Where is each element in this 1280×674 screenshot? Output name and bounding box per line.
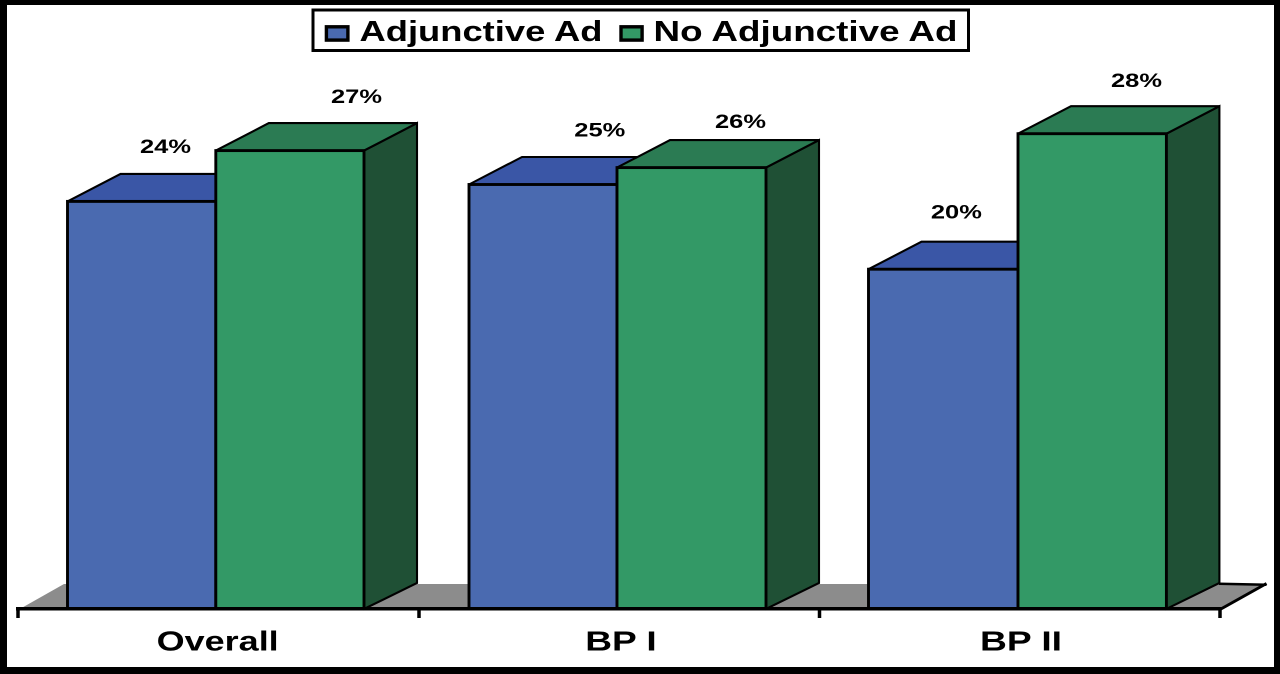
svg-text:Overall: Overall [157,626,279,657]
svg-text:27%: 27% [331,87,382,108]
svg-text:26%: 26% [715,112,766,133]
svg-text:25%: 25% [574,120,625,141]
svg-text:20%: 20% [931,202,982,223]
svg-text:No Adjunctive Ad: No Adjunctive Ad [654,16,958,48]
svg-text:24%: 24% [140,137,191,158]
svg-text:BP II: BP II [980,626,1062,657]
svg-text:28%: 28% [1111,71,1162,92]
svg-text:Adjunctive Ad: Adjunctive Ad [360,16,603,48]
svg-text:BP I: BP I [585,626,657,657]
